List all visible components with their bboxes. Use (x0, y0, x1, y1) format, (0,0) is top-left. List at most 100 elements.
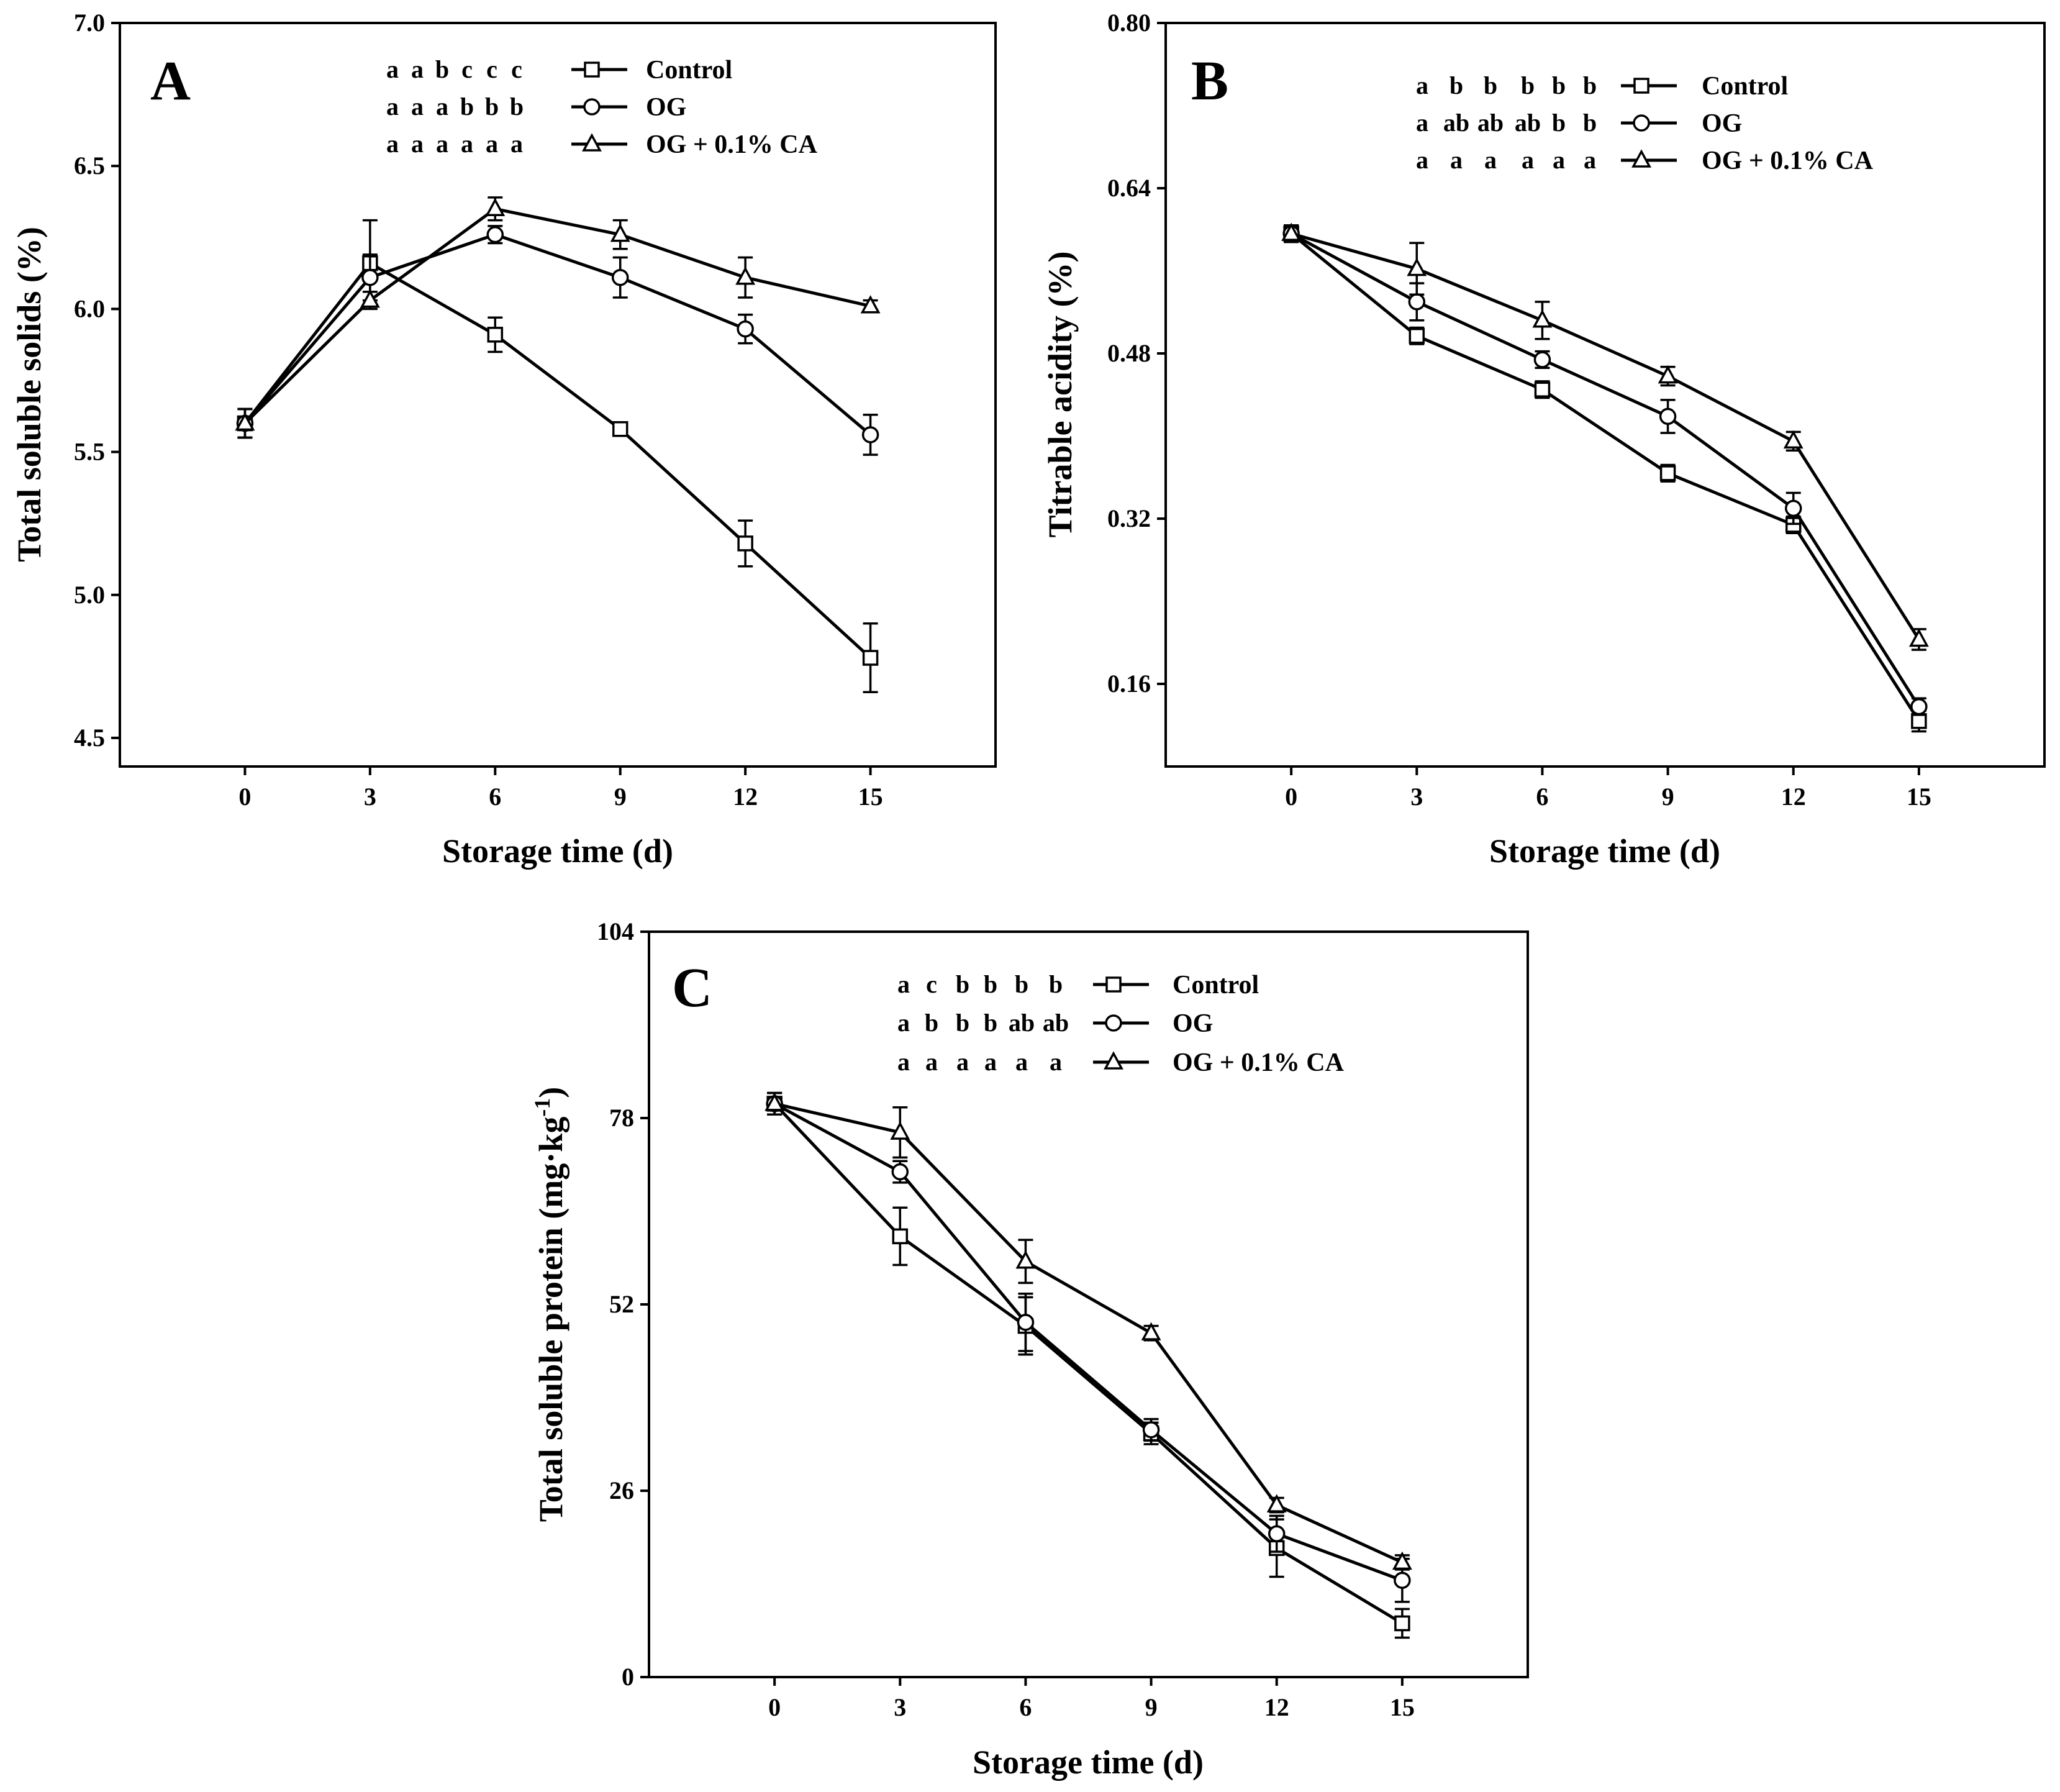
panel-c-point-square (892, 1228, 909, 1245)
panel-a-point-square (612, 421, 628, 437)
panel-b-x-tick-label: 6 (1536, 783, 1548, 811)
panel-b-significance-letter: ab (1443, 109, 1469, 137)
panel-a-legend-marker-circle (583, 98, 601, 116)
panel-a-significance-letter: b (485, 93, 499, 121)
panel-a-x-tick-label: 12 (733, 783, 758, 811)
panel-a-series-line-square (243, 261, 872, 659)
panel-c-significance-letter: ab (1009, 1009, 1035, 1037)
panel-b-significance-letter: a (1522, 146, 1534, 174)
panel-a-point-triangle (485, 198, 506, 216)
panel-a-x-axis: 0 3 6 9 12 15 (238, 766, 883, 811)
panel-b-series-line-triangle (1291, 232, 1920, 640)
panel-c-point-circle (1017, 1314, 1035, 1331)
panel-a-y-axis-title: Total soluble solids (%) (11, 227, 48, 562)
panel-c-point-circle (1142, 1421, 1160, 1439)
panel-b-significance-letter: a (1416, 109, 1428, 137)
panel-a-x-tick-label: 0 (238, 783, 251, 811)
panel-c-significance-letter: b (984, 970, 997, 998)
panel-a-point-circle (361, 268, 379, 286)
panel-c-x-tick-label: 3 (894, 1693, 906, 1721)
panel-a-y-tick-label: 5.0 (74, 581, 105, 609)
panel-b-series (1281, 222, 1929, 733)
panel-c-point-triangle (890, 1121, 910, 1140)
panel-b-point-square (1911, 713, 1927, 729)
panel-b-significance-letter: a (1484, 146, 1497, 174)
panel-c-significance-letter: a (984, 1048, 997, 1076)
panel-c-significance-letter: a (1015, 1048, 1028, 1076)
panel-c-y-tick-label: 52 (609, 1290, 634, 1318)
panel-c-point-triangle (1141, 1322, 1161, 1340)
panel-a-significance-letter: a (461, 130, 473, 158)
panel-a-significance-letter: c (461, 55, 473, 83)
panel-b-legend-label: OG (1702, 109, 1742, 138)
panel-b-legend-marker-circle (1633, 114, 1650, 132)
panel-b-x-tick-label: 12 (1781, 783, 1806, 811)
panel-b-y-tick-label: 0.32 (1107, 504, 1151, 532)
panel-a-point-triangle (610, 224, 630, 242)
panel-a-point-square (862, 650, 879, 666)
panel-a-point-triangle (735, 266, 756, 285)
panel-b-y-tick-label: 0.16 (1107, 670, 1151, 698)
panel-c-y-axis-title-main: Total soluble protein (mg·kg (532, 1117, 569, 1522)
panel-b-significance-letter: b (1521, 71, 1535, 99)
panel-a-y-tick-label: 4.5 (74, 724, 105, 752)
panel-a-legend-marker-square (584, 61, 600, 78)
panel-a-significance-letter: b (460, 93, 474, 121)
panel-a-point-triangle (860, 295, 881, 314)
panel-c-x-tick-label: 9 (1145, 1693, 1158, 1721)
panel-b-point-triangle (1281, 222, 1302, 241)
panel-b-significance-letter: a (1553, 146, 1565, 174)
panel-a-significance-letter: c (511, 55, 522, 83)
panel-c-series-line-square (773, 1103, 1404, 1625)
panel-c-y-axis-title-suffix: ) (532, 1087, 569, 1098)
panel-c-significance-letter: a (897, 1009, 910, 1037)
panel-b-y-tick-label: 0.48 (1107, 339, 1151, 367)
panel-a-significance-letter: a (510, 130, 523, 158)
panel-b-y-tick-label: 0.80 (1107, 9, 1151, 37)
panel-c-y-tick-label: 78 (609, 1104, 634, 1132)
panel-c-legend-label: Control (1173, 971, 1259, 999)
panel-b-plot-frame (1164, 22, 2046, 768)
panel-c-significance-letter: b (1049, 970, 1063, 998)
panel-a-legend-label: OG (646, 93, 686, 122)
panel-a-x-axis-title: Storage time (d) (442, 832, 673, 870)
panel-c-point-circle (1394, 1571, 1411, 1589)
panel-c-y-axis-title-superscript: -1 (530, 1098, 555, 1117)
panel-b-significance-letter: a (1584, 146, 1596, 174)
panel-a-significance-letter: a (386, 93, 399, 121)
panel-a-point-triangle (360, 289, 380, 308)
panel-c-series-line-triangle (774, 1102, 1403, 1564)
panel-c-point-square (1394, 1615, 1410, 1632)
panel-b-point-triangle (1532, 309, 1553, 328)
panel-a-series-line-circle (243, 233, 872, 436)
panel-c-significance-letter: a (925, 1048, 938, 1076)
panel-b-letter: B (1191, 50, 1228, 112)
panel-a-y-tick-label: 7.0 (74, 9, 105, 37)
panel-b-point-square (1659, 465, 1676, 481)
panel-c-legend-label: OG (1173, 1009, 1213, 1038)
panel-a-significance-letter: a (386, 55, 399, 83)
panel-c-x-tick-label: 6 (1019, 1693, 1032, 1721)
panel-b-x-axis: 0 3 6 9 12 15 (1285, 766, 1931, 811)
panel-b-y-axis-title: Titrable acidity (%) (1041, 252, 1079, 538)
panel-c-x-tick-label: 15 (1390, 1693, 1415, 1721)
panel-c-y-axis: 0 26 52 78 104 (597, 917, 649, 1691)
panel-c-significance-letter: b (1015, 970, 1028, 998)
panel-c-point-triangle (765, 1093, 785, 1111)
panel-b-significance-letter: b (1450, 71, 1463, 99)
panel-a-point-triangle (235, 412, 255, 431)
panel-b-significance-letter: b (1583, 109, 1597, 137)
panel-a-series (235, 196, 881, 694)
panel-a-series-line-triangle (243, 207, 871, 425)
panel-c-significance-letter: ab (1043, 1009, 1069, 1037)
panel-a-x-tick-label: 3 (364, 783, 376, 811)
panel-c-y-tick-label: 0 (622, 1663, 634, 1691)
panel-c-y-axis-title: Total soluble protein (mg·kg-1) (530, 1087, 569, 1522)
panel-a-legend-label: OG + 0.1% CA (646, 130, 818, 159)
panel-b-significance-letter: ab (1515, 109, 1541, 137)
panel-b-y-tick-label: 0.64 (1107, 174, 1151, 202)
panel-b-x-axis-title: Storage time (d) (1489, 832, 1720, 870)
